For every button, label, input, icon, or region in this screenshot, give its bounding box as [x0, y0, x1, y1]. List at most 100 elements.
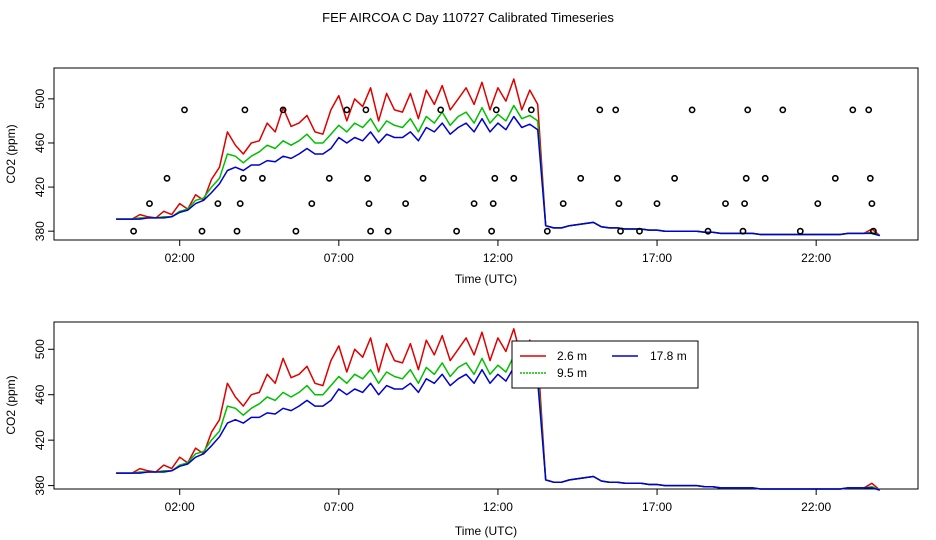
y-tick-label: 380: [33, 221, 47, 241]
calibration-point: [865, 106, 873, 114]
series-2-6m: [116, 78, 881, 237]
calibration-point: [181, 106, 188, 114]
calibration-point: [146, 200, 153, 207]
x-axis-label-bottom: Time (UTC): [455, 524, 517, 538]
series-2-6m: [116, 328, 881, 491]
panel-top: 02:00 07:00 12:00 17:00 22:00 380 420 460 500 T…: [4, 67, 919, 286]
y-tick-label: 500: [33, 89, 47, 109]
calibration-point: [214, 200, 222, 207]
calibration-point: [365, 200, 373, 207]
calibration-point: [617, 227, 624, 235]
calibration-point: [198, 227, 206, 235]
series-17-8m: [116, 115, 881, 237]
legend-label-2-6m: 2.6 m: [557, 349, 587, 363]
series-9-5m: [116, 104, 881, 237]
series-9-5m: [116, 355, 881, 491]
calibration-points: [130, 106, 877, 235]
calibration-point: [308, 200, 316, 207]
calibration-point: [722, 200, 729, 207]
x-axis-top: 02:00 07:00 12:00 17:00 22:00: [165, 240, 832, 265]
calibration-point: [612, 106, 620, 114]
calibration-point: [239, 174, 247, 182]
legend-box: [511, 340, 699, 389]
calibration-point: [577, 174, 585, 182]
calibration-point: [849, 106, 857, 114]
y-tick-label: 420: [33, 430, 47, 450]
calibration-point: [488, 227, 495, 235]
calibration-point: [744, 106, 752, 114]
calibration-point: [258, 174, 266, 182]
x-axis-bottom: 02:00 07:00 12:00 17:00 22:00: [165, 489, 832, 514]
calibration-point: [671, 174, 678, 182]
x-tick-label: 12:00: [483, 500, 513, 514]
x-tick-label: 02:00: [165, 251, 195, 265]
calibration-point: [419, 174, 427, 182]
y-tick-label: 380: [33, 475, 47, 495]
series-17-8m: [116, 366, 881, 491]
calibration-point: [527, 106, 535, 114]
calibration-point: [796, 227, 804, 235]
calibration-point: [292, 227, 300, 235]
x-tick-label: 17:00: [642, 251, 672, 265]
calibration-point: [163, 174, 171, 182]
y-axis-label-bottom: CO2 (ppm): [4, 375, 18, 434]
chart-title: FEF AIRCOA C Day 110727 Calibrated Times…: [322, 10, 614, 25]
calibration-point: [489, 200, 497, 207]
calibration-point: [779, 106, 787, 114]
calibration-point: [613, 174, 621, 182]
x-tick-label: 22:00: [801, 251, 831, 265]
calibration-point: [615, 200, 623, 207]
y-tick-label: 460: [33, 133, 47, 153]
calibration-point: [596, 106, 604, 114]
panel-bottom: 02:00 07:00 12:00 17:00 22:00 380 420 460 500 T…: [4, 321, 919, 538]
calibration-point: [543, 227, 551, 235]
series-layer-top: [116, 78, 881, 237]
x-tick-label: 17:00: [642, 500, 672, 514]
y-tick-label: 500: [33, 339, 47, 359]
calibration-point: [343, 106, 351, 114]
calibration-point: [437, 106, 445, 114]
y-tick-label: 460: [33, 384, 47, 404]
calibration-point: [470, 200, 478, 207]
calibration-point: [704, 227, 712, 235]
calibration-point: [453, 227, 460, 235]
calibration-point: [688, 106, 696, 114]
calibration-point: [814, 200, 822, 207]
calibration-point: [492, 106, 500, 114]
calibration-point: [362, 106, 370, 114]
calibration-point: [364, 174, 371, 182]
calibration-point: [236, 200, 244, 207]
plot-frame-top: [53, 67, 919, 241]
calibration-point: [510, 174, 518, 182]
y-axis-top: 380 420 460 500: [33, 89, 54, 241]
calibration-point: [742, 174, 750, 182]
series-layer-bottom: [116, 328, 881, 491]
calibration-point: [241, 106, 249, 114]
x-tick-label: 07:00: [324, 500, 354, 514]
calibration-point: [325, 174, 333, 182]
calibration-point: [739, 227, 747, 235]
legend-label-17-8m: 17.8 m: [650, 349, 687, 363]
x-axis-label-top: Time (UTC): [455, 272, 517, 286]
calibration-point: [636, 227, 643, 235]
calibration-point: [866, 174, 874, 182]
y-tick-label: 420: [33, 177, 47, 197]
legend: 2.6 m 17.8 m 9.5 m: [511, 340, 699, 389]
calibration-point: [130, 227, 137, 235]
calibration-point: [384, 227, 392, 235]
legend-label-9-5m: 9.5 m: [557, 366, 587, 380]
x-tick-label: 22:00: [801, 500, 831, 514]
calibration-point: [367, 227, 374, 235]
calibration-point: [491, 174, 499, 182]
calibration-point: [559, 200, 567, 207]
calibration-point: [870, 227, 877, 235]
calibration-point: [741, 200, 748, 207]
plot-frame-bottom: [53, 321, 919, 490]
calibration-point: [402, 200, 409, 207]
calibration-point: [279, 106, 287, 114]
calibration-point: [761, 174, 769, 182]
x-tick-label: 07:00: [324, 251, 354, 265]
calibration-point: [831, 174, 839, 182]
calibration-point: [233, 227, 241, 235]
